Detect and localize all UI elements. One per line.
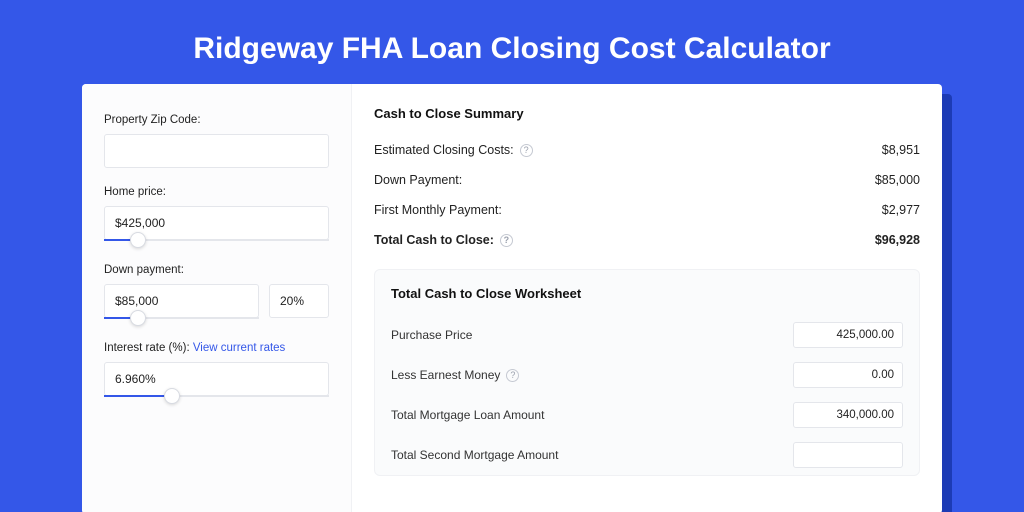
worksheet-title: Total Cash to Close Worksheet	[391, 286, 903, 301]
summary-label: First Monthly Payment:	[374, 203, 502, 217]
worksheet-row-mortgage-amount: Total Mortgage Loan Amount	[391, 395, 903, 435]
slider-thumb[interactable]	[130, 310, 146, 326]
worksheet-value-input[interactable]	[793, 322, 903, 348]
field-zip: Property Zip Code:	[104, 114, 329, 168]
app-shell: Property Zip Code: Home price: Down paym…	[82, 84, 942, 512]
worksheet-row-earnest-money: Less Earnest Money ?	[391, 355, 903, 395]
worksheet-label: Total Second Mortgage Amount	[391, 448, 558, 462]
calculator-app: Property Zip Code: Home price: Down paym…	[82, 84, 942, 512]
worksheet-value-input[interactable]	[793, 402, 903, 428]
slider-fill	[104, 395, 172, 397]
interest-rate-input[interactable]	[104, 362, 329, 396]
summary-value: $2,977	[882, 203, 920, 217]
page-title: Ridgeway FHA Loan Closing Cost Calculato…	[0, 0, 1024, 84]
zip-label: Property Zip Code:	[104, 114, 329, 126]
summary-label: Estimated Closing Costs:	[374, 143, 514, 157]
help-icon[interactable]: ?	[506, 369, 519, 382]
down-payment-slider[interactable]	[104, 284, 259, 318]
home-price-label: Home price:	[104, 186, 329, 198]
interest-rate-label-text: Interest rate (%):	[104, 342, 193, 354]
summary-value: $85,000	[875, 173, 920, 187]
help-icon[interactable]: ?	[500, 234, 513, 247]
summary-row-closing-costs: Estimated Closing Costs: ? $8,951	[374, 135, 920, 165]
summary-row-total: Total Cash to Close: ? $96,928	[374, 225, 920, 255]
down-payment-pct-input[interactable]	[269, 284, 329, 318]
worksheet-label: Purchase Price	[391, 328, 472, 342]
home-price-slider[interactable]	[104, 206, 329, 240]
summary-row-first-payment: First Monthly Payment: $2,977	[374, 195, 920, 225]
inputs-panel: Property Zip Code: Home price: Down paym…	[82, 84, 352, 512]
worksheet-label: Less Earnest Money	[391, 368, 500, 382]
zip-input[interactable]	[104, 134, 329, 168]
interest-rate-slider[interactable]	[104, 362, 329, 396]
worksheet-card: Total Cash to Close Worksheet Purchase P…	[374, 269, 920, 476]
worksheet-value-input[interactable]	[793, 442, 903, 468]
worksheet-value-input[interactable]	[793, 362, 903, 388]
summary-title: Cash to Close Summary	[374, 106, 920, 121]
interest-rate-label: Interest rate (%): View current rates	[104, 342, 329, 354]
slider-thumb[interactable]	[164, 388, 180, 404]
summary-label: Total Cash to Close:	[374, 233, 494, 247]
summary-value: $96,928	[875, 233, 920, 247]
down-payment-label: Down payment:	[104, 264, 329, 276]
summary-label: Down Payment:	[374, 173, 462, 187]
field-interest-rate: Interest rate (%): View current rates	[104, 342, 329, 396]
worksheet-row-purchase-price: Purchase Price	[391, 315, 903, 355]
summary-value: $8,951	[882, 143, 920, 157]
worksheet-label: Total Mortgage Loan Amount	[391, 408, 544, 422]
summary-row-down-payment: Down Payment: $85,000	[374, 165, 920, 195]
field-home-price: Home price:	[104, 186, 329, 240]
slider-thumb[interactable]	[130, 232, 146, 248]
worksheet-row-second-mortgage: Total Second Mortgage Amount	[391, 435, 903, 475]
down-payment-input[interactable]	[104, 284, 259, 318]
results-panel: Cash to Close Summary Estimated Closing …	[352, 84, 942, 512]
help-icon[interactable]: ?	[520, 144, 533, 157]
field-down-payment: Down payment:	[104, 264, 329, 318]
view-rates-link[interactable]: View current rates	[193, 342, 285, 354]
